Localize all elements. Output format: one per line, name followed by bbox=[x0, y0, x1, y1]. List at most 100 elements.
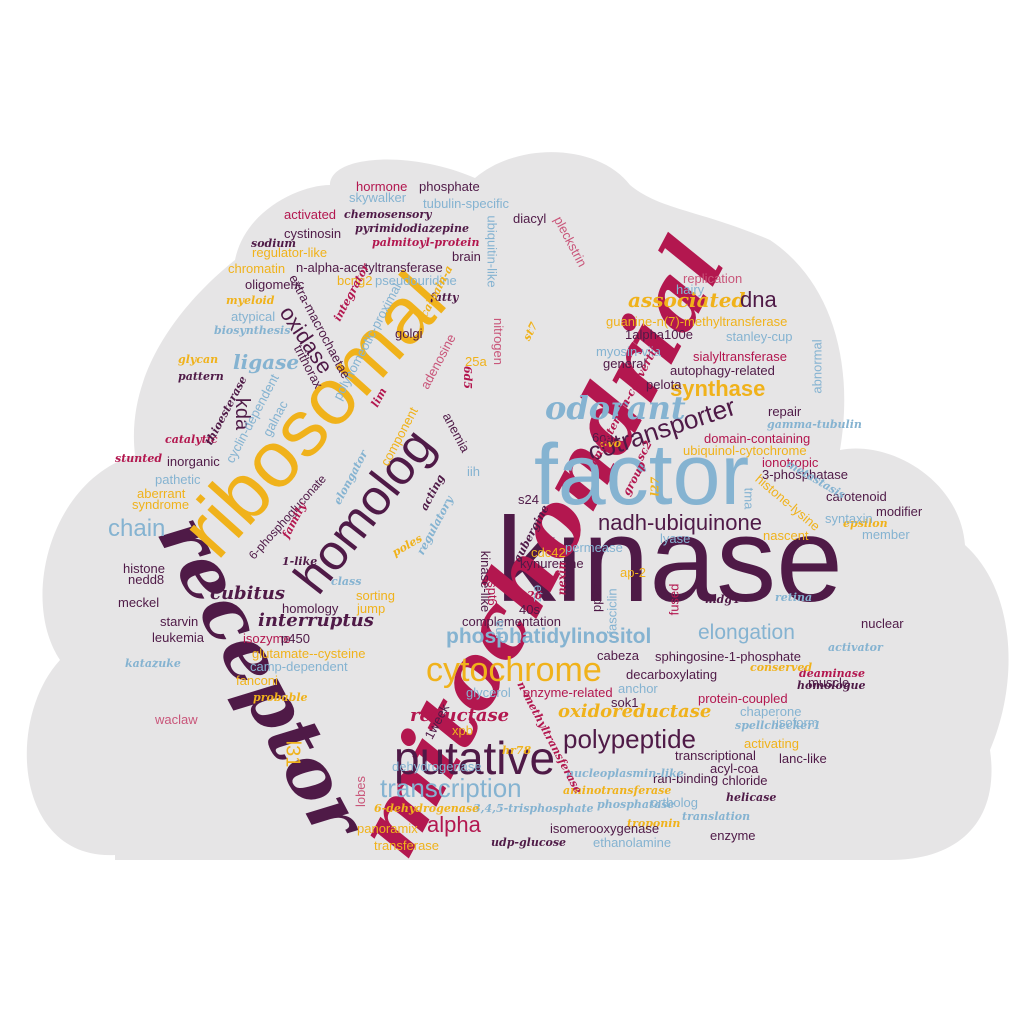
cloud-word: phosphatidylinositol bbox=[446, 625, 652, 648]
cloud-word: l27 bbox=[648, 476, 662, 497]
cloud-word: spt6 bbox=[484, 581, 500, 606]
cloud-word: chromatin bbox=[228, 261, 286, 276]
cloud-word: camp-dependent bbox=[250, 659, 348, 674]
cloud-word: carotenoid bbox=[826, 489, 887, 504]
cloud-word: helicase bbox=[726, 791, 777, 804]
cloud-word: 25a bbox=[465, 354, 487, 369]
cloud-word: meckel bbox=[118, 595, 160, 610]
cloud-word: domain-containing bbox=[704, 431, 811, 446]
cloud-word: 6d5 bbox=[461, 366, 474, 389]
cloud-word: isoform bbox=[776, 715, 819, 730]
cloud-word: decarboxylating bbox=[626, 667, 718, 682]
cloud-word: pathetic bbox=[155, 472, 201, 487]
cloud-word: histone bbox=[123, 561, 165, 576]
cloud-word: glycan bbox=[178, 353, 219, 366]
cloud-word: fused bbox=[666, 583, 682, 616]
cloud-word: muscle bbox=[808, 675, 850, 690]
cloud-word: katazuke bbox=[125, 657, 181, 670]
cloud-word: dna bbox=[740, 287, 777, 312]
cloud-word: transcription bbox=[380, 773, 522, 803]
cloud-word: elongation bbox=[698, 621, 795, 644]
cloud-word: diacyl bbox=[513, 211, 547, 226]
cloud-word: enzyme-related bbox=[523, 685, 613, 700]
cloud-word: enzyme bbox=[710, 828, 756, 843]
cloud-word: regulator-like bbox=[252, 245, 328, 260]
cloud-word: nucleoplasmin-like bbox=[566, 767, 684, 780]
cloud-word: skywalker bbox=[349, 190, 407, 205]
cloud-word: ligase bbox=[233, 350, 300, 374]
cloud-background bbox=[26, 152, 1009, 860]
cloud-word: sialyltransferase bbox=[693, 349, 787, 364]
cloud-word: udp-glucose bbox=[491, 836, 567, 849]
cloud-word: ovo bbox=[600, 437, 622, 450]
cloud-word: alpha bbox=[427, 812, 481, 837]
cloud-word: kinase bbox=[496, 493, 843, 627]
cloud-word: sphingosine-1-phosphate bbox=[655, 649, 801, 664]
cloud-word: aberrant bbox=[137, 486, 186, 501]
cloud-word: 1-like bbox=[282, 555, 318, 568]
cloud-word: biosynthesis bbox=[214, 324, 291, 337]
cloud-word: putative bbox=[394, 732, 556, 784]
cloud-word: hormone bbox=[356, 179, 408, 194]
cloud-word: 3,4,5-trisphosphate bbox=[473, 802, 594, 815]
cloud-word: starvin bbox=[160, 614, 199, 629]
cloud-word: transferase bbox=[374, 838, 440, 853]
cloud-word: cabeza bbox=[597, 648, 639, 663]
cloud-word: pelota bbox=[646, 377, 682, 392]
cloud-word: phosphate bbox=[419, 179, 480, 194]
cloud-word: myeloid bbox=[226, 294, 275, 307]
cloud-word: fasciclin bbox=[604, 588, 620, 635]
cloud-word: ubiquitin-like bbox=[484, 215, 500, 288]
cloud-word: oligomeric bbox=[245, 277, 305, 292]
cloud-word: nascent bbox=[763, 528, 809, 543]
cloud-word: iih bbox=[467, 464, 481, 479]
cloud-word: aminotransferase bbox=[563, 784, 672, 797]
cloud-word: ethanolamine bbox=[593, 835, 672, 850]
cloud-word: l31 bbox=[281, 740, 304, 768]
cloud-word: protein-coupled bbox=[698, 691, 788, 706]
cloud-word: activating bbox=[744, 736, 799, 751]
cloud-word: guanine-n(7)-methyltransferase bbox=[606, 314, 788, 329]
cloud-word: ran-binding bbox=[653, 771, 719, 786]
cloud-word: p450 bbox=[281, 631, 310, 646]
cloud-word: ionotropic bbox=[762, 455, 819, 470]
cloud-word: lanc-like bbox=[779, 751, 827, 766]
cloud-word: epsilon bbox=[843, 517, 888, 530]
cloud-word: syntaxin bbox=[825, 511, 873, 526]
cloud-word: activator bbox=[828, 641, 883, 654]
cloud-word: chaperone bbox=[740, 704, 802, 719]
cloud-word: s24 bbox=[518, 492, 539, 507]
cloud-word: lobes bbox=[353, 775, 369, 808]
cloud-word: sodium bbox=[251, 237, 297, 250]
cloud-word: probable bbox=[253, 691, 308, 704]
cloud-word: palmitoyl-protein bbox=[372, 236, 480, 249]
cloud-word: pyrimidodiazepine bbox=[355, 222, 470, 235]
cloud-word: replication bbox=[683, 271, 743, 286]
cloud-word: xpb bbox=[452, 723, 473, 738]
cloud-word: inorganic bbox=[167, 454, 220, 469]
cloud-word: panoramix bbox=[357, 821, 418, 836]
cloud-word: nuclear bbox=[861, 616, 904, 631]
cloud-word: gamma-tubulin bbox=[767, 418, 862, 431]
cloud-word: reductase bbox=[410, 705, 510, 726]
cloud-word: translation bbox=[682, 810, 751, 823]
cloud-word: bcng2 bbox=[337, 273, 373, 288]
cloud-word: chemosensory bbox=[344, 208, 432, 221]
cloud-word: ubiquinol-cytochrome bbox=[683, 443, 807, 458]
cloud-word: member bbox=[862, 527, 910, 542]
cloud-word: factor bbox=[534, 427, 750, 523]
cloud-word: general bbox=[603, 356, 647, 371]
cloud-word: odorant bbox=[545, 389, 686, 427]
cloud-word: fanconi bbox=[236, 673, 278, 688]
cloud-word: repair bbox=[768, 404, 802, 419]
cloud-word: sok1 bbox=[611, 695, 639, 710]
cloud-word: phosphatase bbox=[597, 798, 675, 811]
cloud-word: hr78 bbox=[502, 744, 532, 757]
cloud-word: deaminase bbox=[799, 667, 865, 680]
cloud-word: catalytic bbox=[165, 433, 218, 446]
cloud-word: nexin bbox=[555, 561, 569, 596]
cloud-word: jump bbox=[357, 601, 386, 616]
cloud-word: isozyme bbox=[243, 631, 291, 646]
cloud-word: 40s bbox=[519, 602, 540, 617]
